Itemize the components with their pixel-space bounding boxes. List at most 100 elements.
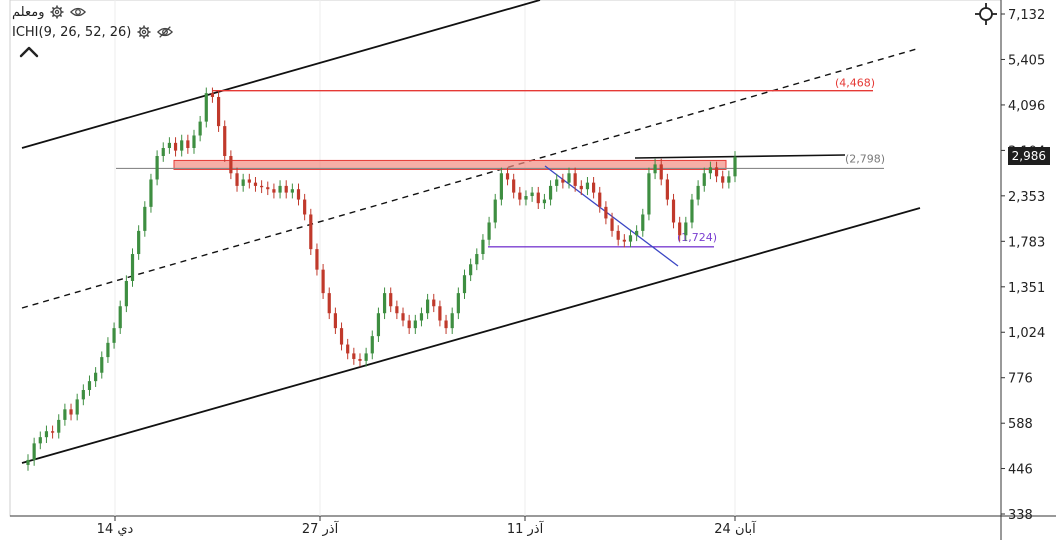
indicator-legend: ICHI(9, 26, 52, 26) xyxy=(12,24,174,40)
candle-body xyxy=(50,431,55,433)
candle-body xyxy=(524,196,528,200)
chevron-up-icon[interactable] xyxy=(18,44,40,60)
x-tick-label: 27 آذر xyxy=(302,520,340,537)
candle-body xyxy=(444,320,448,329)
x-tick-label: 11 آذر xyxy=(507,520,545,537)
candle-body xyxy=(475,254,479,265)
candle-body xyxy=(518,192,522,200)
candle-body xyxy=(210,93,215,97)
candle-body xyxy=(512,179,516,193)
candle-body xyxy=(598,192,602,207)
y-tick-label: 338 xyxy=(1008,508,1033,523)
candle-body xyxy=(671,199,676,223)
candle-body xyxy=(69,409,73,415)
candle-body xyxy=(315,249,319,270)
channel-lower-line xyxy=(21,207,921,464)
candle-body xyxy=(708,167,713,174)
candle-body xyxy=(216,96,221,127)
y-tick-label: 4,096 xyxy=(1008,99,1045,114)
y-tick-label: 446 xyxy=(1008,463,1033,478)
candle-body xyxy=(530,192,534,197)
candle-body xyxy=(235,173,239,186)
candle-body xyxy=(57,419,61,433)
candle-body xyxy=(487,222,491,240)
candle-body xyxy=(401,313,405,321)
y-tick-label: 1,351 xyxy=(1008,281,1045,296)
candle-body xyxy=(548,185,553,200)
candle-body xyxy=(75,399,79,415)
candle-body xyxy=(192,135,196,148)
candle-body xyxy=(278,185,282,193)
eye-icon[interactable] xyxy=(70,4,87,20)
candle-body xyxy=(303,199,307,215)
candle-body xyxy=(635,230,639,236)
candle-body xyxy=(395,306,399,314)
candle-body xyxy=(622,239,626,242)
candle-body xyxy=(204,93,208,122)
candle-body xyxy=(272,189,276,193)
candle-body xyxy=(573,173,577,186)
x-tick-label: 24 آبان xyxy=(714,520,757,537)
candle-body xyxy=(536,192,540,204)
candle-body xyxy=(94,372,98,382)
candle-body xyxy=(678,222,682,236)
candle-body xyxy=(438,306,442,321)
candle-body xyxy=(161,147,165,156)
candle-body xyxy=(419,313,424,321)
candle-body xyxy=(38,437,42,444)
candle-body xyxy=(118,306,122,329)
triangle-top-line xyxy=(634,154,846,159)
crosshair-icon[interactable] xyxy=(975,3,997,25)
candle-body xyxy=(333,313,337,329)
resistance-zone xyxy=(173,159,727,170)
candle-body xyxy=(389,293,393,307)
candle-body xyxy=(260,185,264,188)
current-price-tag: 2,986 xyxy=(1007,146,1050,165)
candle-body xyxy=(247,179,251,183)
candle-body xyxy=(130,254,135,281)
candle-body xyxy=(616,230,620,240)
eye-off-icon[interactable] xyxy=(157,24,174,40)
candle-body xyxy=(382,293,387,314)
candle-body xyxy=(241,179,245,186)
indicator-label: ICHI(9, 26, 52, 26) xyxy=(12,24,132,40)
candle-body xyxy=(81,390,85,400)
candle-body xyxy=(696,185,700,200)
y-tick-label: 588 xyxy=(1008,417,1033,432)
candle-body xyxy=(26,459,30,465)
x-tick-label: 14 دي xyxy=(97,522,134,537)
candle-body xyxy=(407,320,411,329)
candle-body xyxy=(585,182,590,190)
y-tick-label: 1,783 xyxy=(1008,235,1045,250)
y-tick-label: 7,132 xyxy=(1008,8,1045,23)
candle-body xyxy=(44,431,49,438)
candle-body xyxy=(469,264,473,276)
gear-icon[interactable] xyxy=(136,24,152,40)
candle-body xyxy=(426,299,430,314)
gear-icon[interactable] xyxy=(49,4,65,20)
candle-body xyxy=(555,179,559,186)
candle-body xyxy=(358,358,362,361)
candle-body xyxy=(733,156,737,177)
candle-body xyxy=(173,142,178,151)
candle-body xyxy=(659,164,663,180)
candle-body xyxy=(364,353,368,361)
candle-body xyxy=(370,336,374,354)
candle-body xyxy=(100,357,104,373)
candle-body xyxy=(702,173,706,186)
candle-body xyxy=(290,189,294,193)
candle-body xyxy=(493,199,497,223)
candle-body xyxy=(346,344,350,354)
candle-body xyxy=(567,173,571,183)
candle-body xyxy=(352,353,356,359)
candle-body xyxy=(180,140,184,151)
candle-body xyxy=(266,187,270,190)
y-tick-label: 776 xyxy=(1008,372,1033,387)
candle-body xyxy=(339,328,344,345)
level-label: (1,724) xyxy=(677,231,717,244)
y-tick-label: 1,024 xyxy=(1008,326,1045,341)
candle-body xyxy=(296,189,301,200)
candle-body xyxy=(579,185,583,190)
